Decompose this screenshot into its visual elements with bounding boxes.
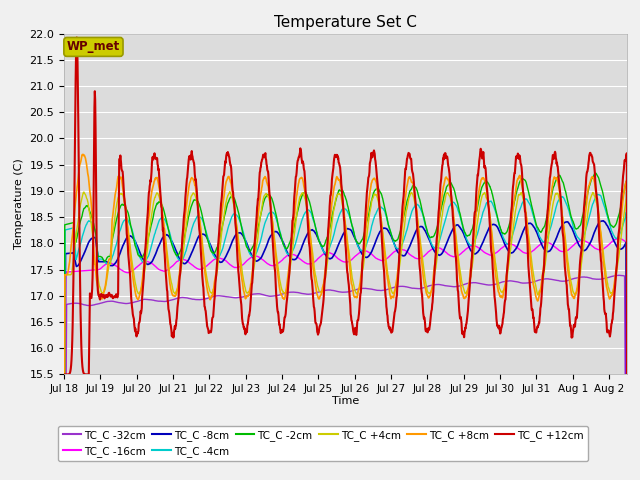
Legend: TC_C -32cm, TC_C -16cm, TC_C -8cm, TC_C -4cm, TC_C -2cm, TC_C +4cm, TC_C +8cm, T: TC_C -32cm, TC_C -16cm, TC_C -8cm, TC_C … <box>58 426 588 461</box>
Title: Temperature Set C: Temperature Set C <box>274 15 417 30</box>
X-axis label: Time: Time <box>332 396 359 406</box>
Text: WP_met: WP_met <box>67 40 120 53</box>
Y-axis label: Temperature (C): Temperature (C) <box>14 158 24 250</box>
